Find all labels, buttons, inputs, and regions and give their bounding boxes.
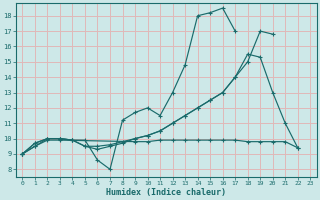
X-axis label: Humidex (Indice chaleur): Humidex (Indice chaleur) (106, 188, 226, 197)
